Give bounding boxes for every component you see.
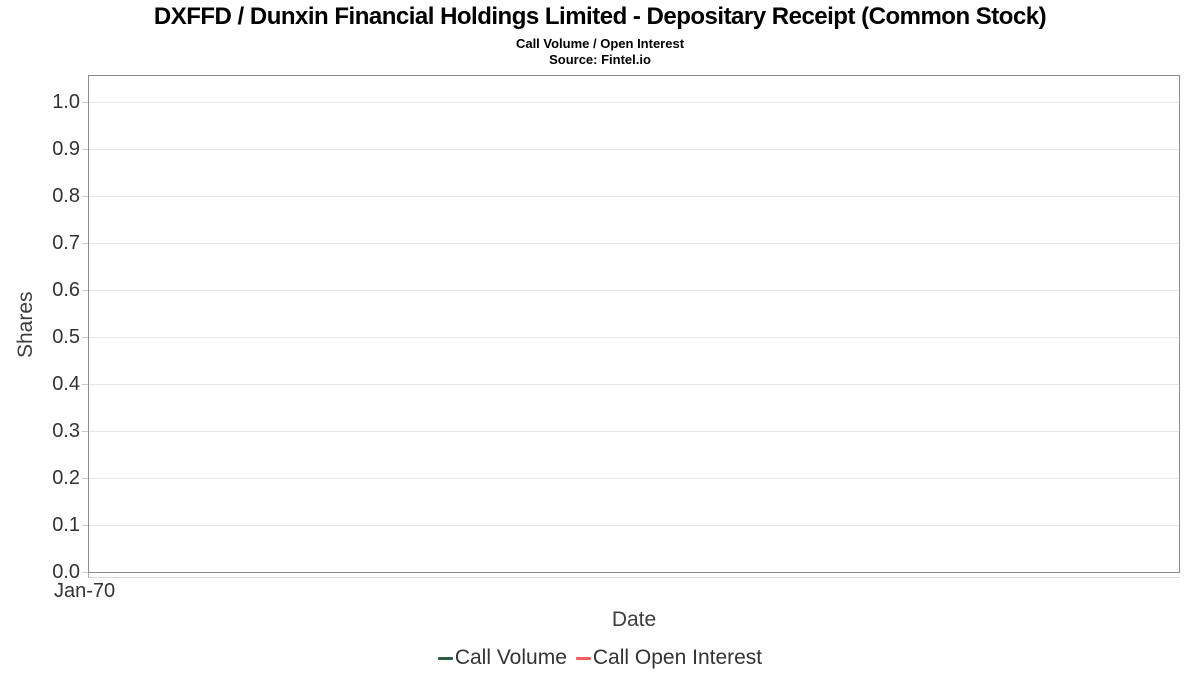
- legend-item: Call Volume: [437, 646, 567, 670]
- y-tick-label: 0.3: [52, 420, 80, 442]
- legend-line-icon: [575, 656, 591, 660]
- y-tick-mark: [82, 149, 88, 150]
- y-axis-title: Shares: [14, 291, 37, 358]
- legend-item: Call Open Interest: [575, 646, 763, 670]
- chart-source-label: Source: Fintel.io: [549, 52, 651, 67]
- gridline: [89, 149, 1179, 150]
- x-tick-label: Jan-70: [54, 580, 116, 602]
- y-tick-mark: [82, 337, 88, 338]
- gridline: [89, 243, 1179, 244]
- chart-title: DXFFD / Dunxin Financial Holdings Limite…: [153, 3, 1047, 30]
- x-axis-line: [88, 577, 1180, 578]
- y-tick-mark: [82, 478, 88, 479]
- y-tick-mark: [82, 431, 88, 432]
- y-tick-label: 0.4: [52, 373, 80, 395]
- y-tick-mark: [82, 102, 88, 103]
- y-tick-mark: [82, 384, 88, 385]
- y-tick-label: 0.7: [52, 232, 80, 254]
- y-tick-label: 0.9: [52, 138, 80, 160]
- gridline: [89, 196, 1179, 197]
- y-tick-mark: [82, 572, 88, 573]
- gridline: [89, 431, 1179, 432]
- plot-area: [88, 75, 1180, 573]
- gridline: [89, 337, 1179, 338]
- y-tick-label: 0.6: [52, 279, 80, 301]
- y-tick-label: 0.5: [52, 326, 80, 348]
- gridline: [89, 478, 1179, 479]
- gridline: [89, 102, 1179, 103]
- y-tick-mark: [82, 196, 88, 197]
- legend-line-icon: [437, 656, 453, 660]
- legend-label: Call Open Interest: [592, 646, 763, 669]
- x-tick-mark: [88, 573, 89, 578]
- y-tick-mark: [82, 525, 88, 526]
- gridline: [89, 290, 1179, 291]
- legend-label: Call Volume: [454, 646, 567, 669]
- y-tick-label: 1.0: [52, 91, 80, 113]
- y-tick-mark: [82, 243, 88, 244]
- y-tick-label: 0.8: [52, 185, 80, 207]
- gridline: [89, 384, 1179, 385]
- y-tick-label: 0.2: [52, 467, 80, 489]
- y-axis: 1.0 0.9 0.8 0.7 0.6 0.5 0.4 0.3 0.2 0.1 0.0: [0, 0, 88, 675]
- gridline: [89, 525, 1179, 526]
- legend: Call Volume Call Open Interest: [0, 646, 1200, 670]
- y-tick-label: 0.1: [52, 514, 80, 536]
- x-axis-title: Date: [611, 608, 657, 631]
- y-tick-mark: [82, 290, 88, 291]
- y-tick-label: 0.0: [52, 561, 80, 583]
- chart-subtitle: Call Volume / Open Interest: [515, 36, 685, 51]
